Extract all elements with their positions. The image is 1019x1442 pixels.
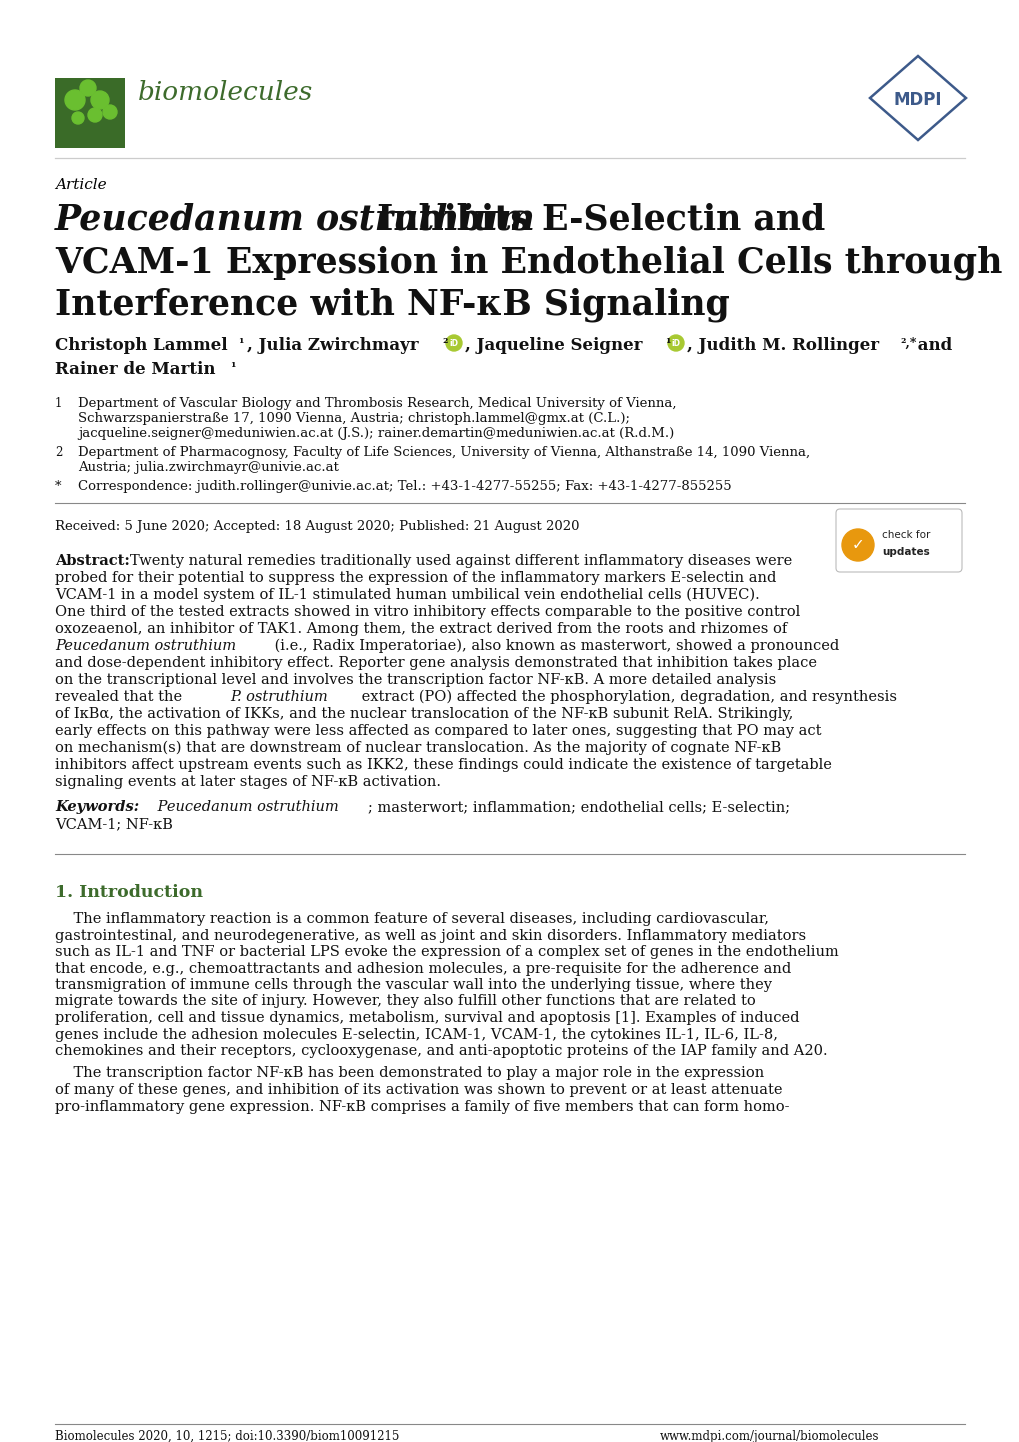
Text: iD: iD bbox=[449, 339, 459, 348]
Text: P. ostruthium: P. ostruthium bbox=[229, 691, 327, 704]
Text: genes include the adhesion molecules E-selectin, ICAM-1, VCAM-1, the cytokines I: genes include the adhesion molecules E-s… bbox=[55, 1028, 777, 1041]
Text: Correspondence: judith.rollinger@univie.ac.at; Tel.: +43-1-4277-55255; Fax: +43-: Correspondence: judith.rollinger@univie.… bbox=[77, 480, 731, 493]
Text: jacqueline.seigner@meduniwien.ac.at (J.S.); rainer.demartin@meduniwien.ac.at (R.: jacqueline.seigner@meduniwien.ac.at (J.S… bbox=[77, 427, 674, 440]
Text: of many of these genes, and inhibition of its activation was shown to prevent or: of many of these genes, and inhibition o… bbox=[55, 1083, 782, 1097]
Text: MDPI: MDPI bbox=[893, 91, 942, 110]
Text: revealed that the: revealed that the bbox=[55, 691, 186, 704]
Text: signaling events at later stages of NF-κB activation.: signaling events at later stages of NF-κ… bbox=[55, 774, 440, 789]
Text: (i.e., Radix Imperatoriae), also known as masterwort, showed a pronounced: (i.e., Radix Imperatoriae), also known a… bbox=[270, 639, 839, 653]
Circle shape bbox=[79, 79, 96, 97]
Text: and dose-dependent inhibitory effect. Reporter gene analysis demonstrated that i: and dose-dependent inhibitory effect. Re… bbox=[55, 656, 816, 671]
Text: inhibitors affect upstream events such as IKK2, these findings could indicate th: inhibitors affect upstream events such a… bbox=[55, 758, 832, 771]
Text: migrate towards the site of injury. However, they also fulfill other functions t: migrate towards the site of injury. Howe… bbox=[55, 995, 755, 1008]
Text: One third of the tested extracts showed in vitro inhibitory effects comparable t: One third of the tested extracts showed … bbox=[55, 606, 800, 619]
Text: www.mdpi.com/journal/biomolecules: www.mdpi.com/journal/biomolecules bbox=[659, 1430, 878, 1442]
Text: , Jaqueline Seigner: , Jaqueline Seigner bbox=[465, 337, 648, 353]
Text: Biomolecules 2020, 10, 1215; doi:10.3390/biom10091215: Biomolecules 2020, 10, 1215; doi:10.3390… bbox=[55, 1430, 399, 1442]
Circle shape bbox=[65, 89, 85, 110]
Text: such as IL-1 and TNF or bacterial LPS evoke the expression of a complex set of g: such as IL-1 and TNF or bacterial LPS ev… bbox=[55, 945, 838, 959]
Text: Abstract:: Abstract: bbox=[55, 554, 129, 568]
Text: ¹: ¹ bbox=[237, 337, 244, 350]
Text: gastrointestinal, and neurodegenerative, as well as joint and skin disorders. In: gastrointestinal, and neurodegenerative,… bbox=[55, 929, 805, 943]
Text: Peucedanum ostruthium: Peucedanum ostruthium bbox=[55, 203, 535, 236]
Circle shape bbox=[445, 335, 462, 350]
Circle shape bbox=[88, 108, 102, 123]
Text: chemokines and their receptors, cyclooxygenase, and anti-apoptotic proteins of t: chemokines and their receptors, cyclooxy… bbox=[55, 1044, 826, 1058]
Text: probed for their potential to suppress the expression of the inflammatory marker: probed for their potential to suppress t… bbox=[55, 571, 775, 585]
Text: proliferation, cell and tissue dynamics, metabolism, survival and apoptosis [1].: proliferation, cell and tissue dynamics,… bbox=[55, 1011, 799, 1025]
Text: ✓: ✓ bbox=[851, 538, 863, 552]
Text: check for: check for bbox=[881, 531, 929, 539]
Text: Received: 5 June 2020; Accepted: 18 August 2020; Published: 21 August 2020: Received: 5 June 2020; Accepted: 18 Augu… bbox=[55, 521, 579, 534]
Text: Interference with NF-κB Signaling: Interference with NF-κB Signaling bbox=[55, 287, 730, 322]
Text: ¹: ¹ bbox=[664, 337, 669, 350]
Text: ¹: ¹ bbox=[229, 360, 235, 373]
Text: Department of Vascular Biology and Thrombosis Research, Medical University of Vi: Department of Vascular Biology and Throm… bbox=[77, 397, 676, 410]
Text: ; masterwort; inflammation; endothelial cells; E-selectin;: ; masterwort; inflammation; endothelial … bbox=[368, 800, 790, 813]
Text: VCAM-1 Expression in Endothelial Cells through: VCAM-1 Expression in Endothelial Cells t… bbox=[55, 245, 1002, 280]
Text: on the transcriptional level and involves the transcription factor NF-κB. A more: on the transcriptional level and involve… bbox=[55, 673, 775, 686]
Text: ²: ² bbox=[441, 337, 447, 350]
Text: The transcription factor NF-κB has been demonstrated to play a major role in the: The transcription factor NF-κB has been … bbox=[55, 1067, 763, 1080]
Text: early effects on this pathway were less affected as compared to later ones, sugg: early effects on this pathway were less … bbox=[55, 724, 820, 738]
Text: Peucedanum ostruthium: Peucedanum ostruthium bbox=[55, 639, 235, 653]
FancyBboxPatch shape bbox=[836, 509, 961, 572]
Text: updates: updates bbox=[881, 547, 929, 557]
Text: and: and bbox=[911, 337, 952, 353]
Text: , Judith M. Rollinger: , Judith M. Rollinger bbox=[687, 337, 884, 353]
Text: that encode, e.g., chemoattractants and adhesion molecules, a pre-requisite for : that encode, e.g., chemoattractants and … bbox=[55, 962, 791, 975]
Text: Austria; julia.zwirchmayr@univie.ac.at: Austria; julia.zwirchmayr@univie.ac.at bbox=[77, 461, 338, 474]
Text: Inhibits E-Selectin and: Inhibits E-Selectin and bbox=[365, 203, 824, 236]
Text: Twenty natural remedies traditionally used against different inflammatory diseas: Twenty natural remedies traditionally us… bbox=[129, 554, 792, 568]
Text: Peucedanum ostruthium: Peucedanum ostruthium bbox=[153, 800, 338, 813]
Circle shape bbox=[72, 112, 84, 124]
Text: VCAM-1; NF-κB: VCAM-1; NF-κB bbox=[55, 818, 172, 831]
Circle shape bbox=[667, 335, 684, 350]
Text: iD: iD bbox=[671, 339, 680, 348]
FancyBboxPatch shape bbox=[55, 78, 125, 149]
Text: , Julia Zwirchmayr: , Julia Zwirchmayr bbox=[247, 337, 424, 353]
Circle shape bbox=[91, 91, 109, 110]
Text: pro-inflammatory gene expression. NF-κB comprises a family of five members that : pro-inflammatory gene expression. NF-κB … bbox=[55, 1099, 789, 1113]
Text: Department of Pharmacognosy, Faculty of Life Sciences, University of Vienna, Alt: Department of Pharmacognosy, Faculty of … bbox=[77, 446, 809, 459]
Text: of IκBα, the activation of IKKs, and the nuclear translocation of the NF-κB subu: of IκBα, the activation of IKKs, and the… bbox=[55, 707, 793, 721]
Text: Christoph Lammel: Christoph Lammel bbox=[55, 337, 233, 353]
Text: 2: 2 bbox=[55, 446, 62, 459]
Text: on mechanism(s) that are downstream of nuclear translocation. As the majority of: on mechanism(s) that are downstream of n… bbox=[55, 741, 781, 756]
Text: Article: Article bbox=[55, 177, 107, 192]
Text: transmigration of immune cells through the vascular wall into the underlying tis: transmigration of immune cells through t… bbox=[55, 978, 771, 992]
Text: 1. Introduction: 1. Introduction bbox=[55, 884, 203, 901]
Text: ²,*: ²,* bbox=[899, 337, 915, 350]
Text: extract (PO) affected the phosphorylation, degradation, and resynthesis: extract (PO) affected the phosphorylatio… bbox=[357, 691, 896, 704]
Text: The inflammatory reaction is a common feature of several diseases, including car: The inflammatory reaction is a common fe… bbox=[55, 911, 768, 926]
Text: biomolecules: biomolecules bbox=[138, 81, 313, 105]
Text: VCAM-1 in a model system of IL-1 stimulated human umbilical vein endothelial cel: VCAM-1 in a model system of IL-1 stimula… bbox=[55, 588, 759, 603]
Text: oxozeaenol, an inhibitor of TAK1. Among them, the extract derived from the roots: oxozeaenol, an inhibitor of TAK1. Among … bbox=[55, 622, 787, 636]
Text: Schwarzspanierstraße 17, 1090 Vienna, Austria; christoph.lammel@gmx.at (C.L.);: Schwarzspanierstraße 17, 1090 Vienna, Au… bbox=[77, 412, 630, 425]
Circle shape bbox=[841, 529, 873, 561]
Text: Rainer de Martin: Rainer de Martin bbox=[55, 360, 221, 378]
Text: 1: 1 bbox=[55, 397, 62, 410]
Text: *: * bbox=[55, 480, 61, 493]
Circle shape bbox=[103, 105, 117, 120]
Text: Keywords:: Keywords: bbox=[55, 800, 139, 813]
